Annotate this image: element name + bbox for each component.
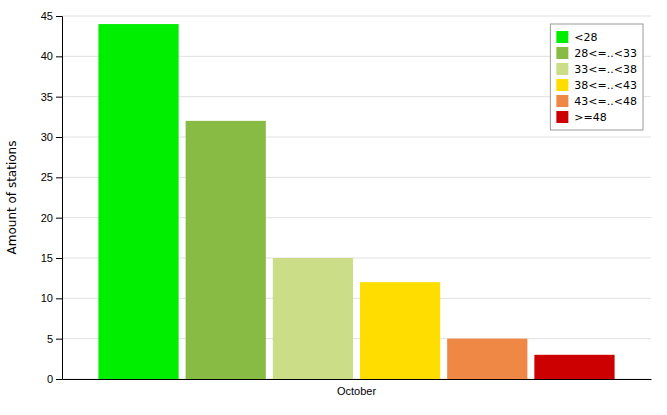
y-tick-mark bbox=[56, 339, 62, 340]
y-tick-mark bbox=[56, 258, 62, 259]
legend-item: 33<=..<38 bbox=[556, 63, 637, 76]
legend-label: 43<=..<48 bbox=[574, 95, 637, 108]
y-tick: 40 bbox=[41, 50, 62, 62]
y-tick: 45 bbox=[41, 10, 62, 22]
legend-frame bbox=[550, 24, 643, 130]
y-tick-label: 0 bbox=[47, 373, 53, 385]
bar bbox=[98, 24, 178, 379]
x-tick-label: October bbox=[337, 385, 376, 397]
bars bbox=[98, 24, 614, 379]
y-tick: 10 bbox=[41, 292, 62, 304]
grid-line bbox=[62, 16, 651, 17]
y-tick: 5 bbox=[47, 333, 62, 345]
legend-item: >=48 bbox=[556, 111, 606, 124]
plot-area: 0 5 10 15 20 25 30 35 40 45 October <28 28<=..<33 33<… bbox=[41, 10, 652, 397]
legend-swatch bbox=[556, 111, 568, 123]
y-tick-label: 45 bbox=[41, 10, 53, 22]
legend: <28 28<=..<33 33<=..<38 38<=..<43 43<=..<48 >… bbox=[550, 24, 643, 130]
y-tick-mark bbox=[56, 97, 62, 98]
y-tick-mark bbox=[56, 298, 62, 299]
y-tick-label: 30 bbox=[41, 131, 53, 143]
y-tick: 30 bbox=[41, 131, 62, 143]
y-tick-mark bbox=[56, 137, 62, 138]
y-tick-mark bbox=[56, 16, 62, 17]
chart-container: 0 5 10 15 20 25 30 35 40 45 October <28 28<=..<33 33<… bbox=[0, 0, 667, 415]
y-tick-label: 10 bbox=[41, 292, 53, 304]
y-tick: 15 bbox=[41, 252, 62, 264]
y-tick-label: 20 bbox=[41, 212, 53, 224]
y-tick: 0 bbox=[47, 373, 62, 385]
y-tick-label: 5 bbox=[47, 333, 53, 345]
y-tick-label: 15 bbox=[41, 252, 53, 264]
y-axis-line bbox=[56, 17, 63, 380]
legend-swatch bbox=[556, 31, 568, 43]
legend-item: <28 bbox=[556, 31, 597, 44]
bar bbox=[534, 355, 614, 379]
y-tick: 35 bbox=[41, 91, 62, 103]
y-tick-mark bbox=[56, 379, 62, 380]
legend-label: <28 bbox=[574, 31, 597, 44]
bar bbox=[447, 339, 527, 379]
y-tick-label: 25 bbox=[41, 171, 53, 183]
y-axis-title: Amount of stations bbox=[5, 141, 19, 255]
legend-swatch bbox=[556, 95, 568, 107]
y-tick: 25 bbox=[41, 171, 62, 183]
legend-item: 38<=..<43 bbox=[556, 79, 637, 92]
chart-svg: 0 5 10 15 20 25 30 35 40 45 October <28 28<=..<33 33<… bbox=[0, 0, 667, 415]
legend-swatch bbox=[556, 47, 568, 59]
x-axis: October bbox=[63, 379, 652, 397]
legend-item: 28<=..<33 bbox=[556, 47, 637, 60]
y-tick-label: 40 bbox=[41, 50, 53, 62]
bar bbox=[273, 258, 353, 379]
bar bbox=[186, 121, 266, 379]
legend-label: 28<=..<33 bbox=[574, 47, 637, 60]
legend-label: 38<=..<43 bbox=[574, 79, 637, 92]
grid bbox=[62, 16, 651, 379]
legend-label: 33<=..<38 bbox=[574, 63, 637, 76]
y-tick-label: 35 bbox=[41, 91, 53, 103]
legend-label: >=48 bbox=[574, 111, 606, 124]
y-axis: 0 5 10 15 20 25 30 35 40 45 bbox=[41, 10, 63, 385]
y-tick-mark bbox=[56, 218, 62, 219]
legend-swatch bbox=[556, 79, 568, 91]
y-tick-mark bbox=[56, 56, 62, 57]
legend-swatch bbox=[556, 63, 568, 75]
bar bbox=[360, 282, 440, 379]
x-tick: October bbox=[337, 379, 376, 397]
x-axis-line bbox=[63, 379, 652, 380]
y-tick-mark bbox=[56, 177, 62, 178]
legend-item: 43<=..<48 bbox=[556, 95, 637, 108]
y-tick: 20 bbox=[41, 212, 62, 224]
